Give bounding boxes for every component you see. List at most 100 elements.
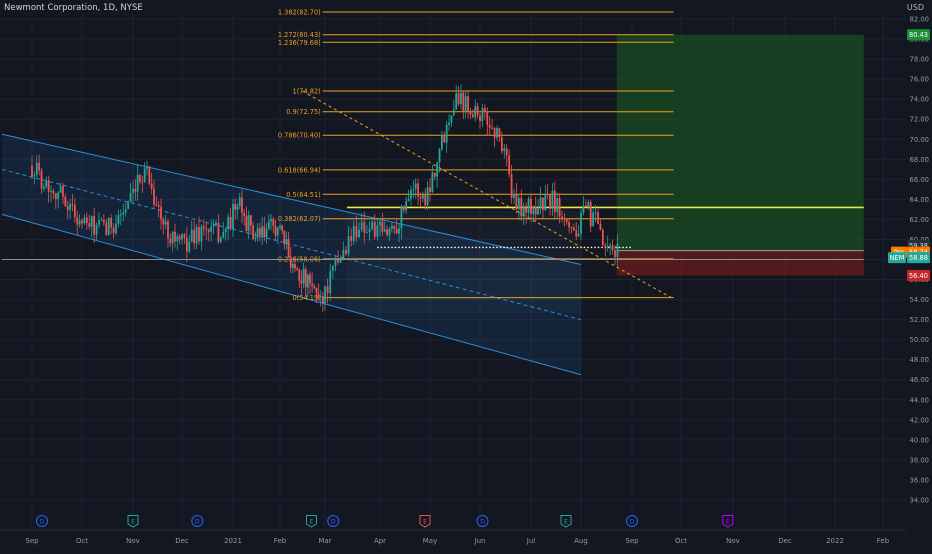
candle-body[interactable]: [95, 224, 98, 235]
candle-body[interactable]: [542, 197, 544, 211]
stop-zone[interactable]: [616, 250, 864, 276]
candle-body[interactable]: [410, 189, 412, 199]
drawn-lines[interactable]: [2, 90, 864, 299]
candle-body[interactable]: [379, 221, 381, 226]
candle-body[interactable]: [304, 269, 307, 288]
candle-body[interactable]: [210, 226, 213, 232]
candle-body[interactable]: [510, 174, 513, 199]
candle-body[interactable]: [50, 190, 52, 192]
dividend-marker[interactable]: [36, 515, 48, 527]
candle-body[interactable]: [471, 114, 474, 118]
dividend-marker[interactable]: [327, 515, 340, 527]
candle-body[interactable]: [577, 234, 580, 237]
candle-body[interactable]: [436, 162, 439, 177]
candle-body[interactable]: [148, 166, 151, 184]
candle-body[interactable]: [57, 192, 60, 200]
time-axis[interactable]: Sep Oct Nov Dec 2021 Feb Mar Apr May Jun Jul Aug Sep…: [0, 529, 932, 550]
candle-body[interactable]: [207, 229, 210, 232]
candle-body[interactable]: [212, 225, 215, 227]
candle-body[interactable]: [174, 231, 176, 242]
candle-body[interactable]: [315, 287, 318, 294]
candle-body[interactable]: [261, 226, 263, 236]
candle-body[interactable]: [360, 222, 363, 230]
candle-body[interactable]: [81, 220, 83, 224]
candle-body[interactable]: [202, 226, 205, 229]
candle-body[interactable]: [265, 228, 268, 238]
candle-body[interactable]: [445, 125, 448, 143]
candle-body[interactable]: [238, 197, 241, 207]
candle-body[interactable]: [460, 92, 462, 105]
candle-body[interactable]: [234, 204, 237, 210]
candle-body[interactable]: [421, 194, 424, 199]
candle-body[interactable]: [405, 201, 408, 211]
candle-body[interactable]: [438, 149, 441, 163]
candle-body[interactable]: [33, 174, 36, 177]
candle-body[interactable]: [112, 227, 115, 234]
candle-body[interactable]: [443, 135, 446, 143]
candle-body[interactable]: [412, 189, 415, 191]
candle-body[interactable]: [381, 221, 384, 232]
candle-body[interactable]: [146, 166, 148, 169]
candle-body[interactable]: [479, 115, 481, 122]
candle-body[interactable]: [157, 205, 160, 207]
candle-body[interactable]: [195, 227, 198, 244]
candle-body[interactable]: [247, 215, 250, 231]
candle-body[interactable]: [294, 263, 296, 269]
candle-body[interactable]: [45, 180, 48, 187]
candle-body[interactable]: [100, 219, 103, 221]
channel-lower-line[interactable]: [1, 213, 582, 376]
candle-body[interactable]: [565, 219, 568, 223]
candle-body[interactable]: [119, 214, 122, 216]
candle-body[interactable]: [279, 225, 281, 228]
candle-body[interactable]: [276, 227, 279, 236]
candle-body[interactable]: [78, 220, 81, 225]
candle-body[interactable]: [556, 198, 559, 212]
candle-body[interactable]: [414, 183, 417, 190]
candle-body[interactable]: [601, 230, 604, 246]
candle-body[interactable]: [604, 245, 607, 247]
candle-body[interactable]: [386, 229, 389, 236]
candle-body[interactable]: [402, 206, 405, 211]
candle-body[interactable]: [452, 109, 455, 116]
candle-body[interactable]: [575, 230, 578, 237]
candle-body[interactable]: [139, 175, 141, 182]
candle-body[interactable]: [515, 193, 518, 210]
candle-body[interactable]: [124, 209, 127, 213]
candle-body[interactable]: [167, 221, 169, 239]
candle-body[interactable]: [71, 204, 74, 206]
candle-body[interactable]: [337, 259, 339, 263]
candle-body[interactable]: [334, 259, 337, 266]
candle-body[interactable]: [481, 107, 484, 122]
candle-body[interactable]: [441, 135, 443, 150]
candle-body[interactable]: [532, 206, 535, 215]
candle-body[interactable]: [500, 137, 503, 152]
candle-body[interactable]: [217, 222, 220, 242]
candle-body[interactable]: [309, 274, 311, 284]
candle-body[interactable]: [611, 245, 614, 251]
candle-body[interactable]: [476, 106, 479, 116]
candle-body[interactable]: [300, 280, 303, 284]
candle-body[interactable]: [132, 189, 134, 194]
candle-body[interactable]: [183, 234, 186, 238]
candle-body[interactable]: [599, 223, 602, 231]
candle-body[interactable]: [52, 190, 55, 194]
candle-body[interactable]: [38, 162, 41, 171]
candle-body[interactable]: [488, 124, 491, 128]
candle-body[interactable]: [525, 205, 528, 213]
candle-body[interactable]: [160, 206, 162, 220]
candle-body[interactable]: [169, 238, 172, 244]
candle-body[interactable]: [83, 217, 86, 224]
candle-body[interactable]: [331, 265, 334, 272]
candle-body[interactable]: [419, 196, 422, 199]
candle-body[interactable]: [527, 198, 530, 213]
candle-body[interactable]: [592, 212, 595, 227]
candle-body[interactable]: [245, 216, 248, 231]
candle-body[interactable]: [433, 172, 436, 177]
candle-body[interactable]: [171, 231, 174, 244]
candle-body[interactable]: [127, 201, 130, 210]
candle-body[interactable]: [219, 237, 222, 242]
candle-body[interactable]: [561, 216, 563, 219]
candle-body[interactable]: [572, 227, 575, 231]
candle-body[interactable]: [296, 268, 299, 270]
